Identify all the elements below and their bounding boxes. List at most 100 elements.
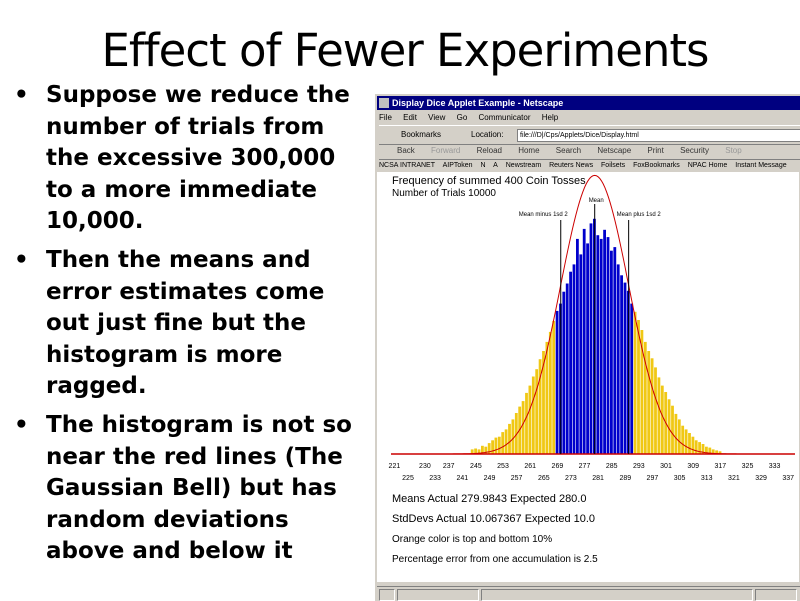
x-tick-label: 241 <box>456 475 468 482</box>
histogram-bar <box>637 320 640 454</box>
histogram-bar <box>705 446 708 454</box>
x-tick-label: 230 <box>419 463 431 470</box>
histogram-bar <box>708 447 712 454</box>
histogram-bar <box>681 425 685 454</box>
histogram-bar <box>684 429 688 454</box>
x-tick-label: 261 <box>524 463 536 470</box>
histogram-bar <box>528 385 532 454</box>
histogram-bar <box>501 432 505 454</box>
bullet-dot-icon: • <box>14 246 29 273</box>
histogram-bar <box>623 282 627 454</box>
histogram-bar <box>650 358 654 454</box>
menu-help[interactable]: Help <box>541 113 559 122</box>
menu-edit[interactable]: Edit <box>403 113 417 122</box>
histogram-bar <box>718 451 722 454</box>
histogram-bar <box>711 449 715 454</box>
bullet-item: • Then the means and error estimates come… <box>14 245 369 403</box>
histogram-bar <box>487 443 491 454</box>
x-tick-label: 237 <box>443 463 455 470</box>
color-note: Orange color is top and bottom 10% <box>392 534 552 545</box>
histogram-bar <box>491 440 494 454</box>
browser-title: Display Dice Applet Example - Netscape <box>392 98 564 108</box>
histogram-bar <box>616 264 620 454</box>
component-bar[interactable] <box>755 589 797 601</box>
personal-link[interactable]: Foilsets <box>601 162 626 169</box>
stddev-line: StdDevs Actual 10.067367 Expected 10.0 <box>392 513 595 525</box>
progress-cell <box>397 589 479 601</box>
bookmarks-button[interactable]: Bookmarks <box>401 130 442 139</box>
x-tick-label: 337 <box>782 475 794 482</box>
page-content: Frequency of summed 400 Coin Tosses Numb… <box>377 172 799 582</box>
netscape-button[interactable]: Netscape <box>597 146 632 155</box>
url-input[interactable]: file:///D|/Cps/Applets/Dice/Display.html <box>517 129 800 142</box>
histogram-bar <box>715 450 718 454</box>
chart-title: Frequency of summed 400 Coin Tosses <box>392 175 586 187</box>
histogram-bar <box>674 413 678 454</box>
histogram-bar <box>694 440 698 454</box>
histogram-bar <box>620 275 623 454</box>
bullet-text: Suppose we reduce the number of trials f… <box>46 82 350 235</box>
status-bar <box>377 586 800 601</box>
personal-link[interactable]: FoxBookmarks <box>633 162 680 169</box>
histogram-bar <box>545 341 549 454</box>
histogram-bar <box>691 436 695 454</box>
personal-link[interactable]: A <box>493 162 498 169</box>
histogram-bar <box>671 405 674 454</box>
search-button[interactable]: Search <box>555 146 582 155</box>
histogram-bar <box>610 250 613 454</box>
histogram-bar <box>576 238 579 454</box>
histogram-bar <box>548 331 552 454</box>
histogram-bar <box>552 320 556 454</box>
bullet-dot-icon: • <box>14 411 29 438</box>
histogram-bar <box>582 228 586 454</box>
x-tick-label: 277 <box>579 463 591 470</box>
personal-link[interactable]: N <box>480 162 486 169</box>
security-button[interactable]: Security <box>680 146 709 155</box>
mean-label: Mean <box>589 198 604 204</box>
menu-file[interactable]: File <box>379 113 392 122</box>
histogram-bar <box>494 437 498 454</box>
browser-title-bar[interactable]: Display Dice Applet Example - Netscape <box>377 96 800 110</box>
mean-minus-label: Mean minus 1sd 2 <box>519 212 569 218</box>
menu-view[interactable]: View <box>428 113 446 122</box>
print-button[interactable]: Print <box>647 146 664 155</box>
histogram-bar <box>589 223 593 454</box>
histogram-bar <box>504 429 508 454</box>
histogram-bar <box>470 449 474 454</box>
home-button[interactable]: Home <box>518 146 540 155</box>
histogram-bar <box>596 235 600 454</box>
forward-button[interactable]: Forward <box>431 146 461 155</box>
histogram-bar <box>606 237 610 454</box>
histogram-bar <box>660 385 664 454</box>
back-button[interactable]: Back <box>397 146 415 155</box>
status-text-cell <box>481 589 753 601</box>
reload-button[interactable]: Reload <box>476 146 502 155</box>
histogram-bar <box>565 283 569 454</box>
menu-go[interactable]: Go <box>456 113 468 122</box>
histogram-bar <box>521 401 525 454</box>
histogram-bar <box>579 254 583 454</box>
histogram-bar <box>572 264 576 454</box>
location-label: Location: <box>471 130 504 139</box>
stop-button[interactable]: Stop <box>725 146 742 155</box>
x-tick-label: 309 <box>687 463 699 470</box>
means-line: Means Actual 279.9843 Expected 280.0 <box>392 493 586 505</box>
x-tick-label: 317 <box>714 463 726 470</box>
personal-link[interactable]: NCSA INTRANET <box>379 162 436 169</box>
bullet-list: • Suppose we reduce the number of trials … <box>14 80 369 575</box>
personal-link[interactable]: Reuters News <box>549 162 594 169</box>
menu-communicator[interactable]: Communicator <box>478 113 531 122</box>
navigation-toolbar: Back Forward Reload Home Search Netscape… <box>379 144 800 158</box>
histogram-bar <box>514 413 518 454</box>
percentage-error-line: Percentage error from one accumulation i… <box>392 554 598 565</box>
personal-link[interactable]: Newstream <box>505 162 542 169</box>
histogram-bar <box>535 369 539 454</box>
personal-link[interactable]: Instant Message <box>735 162 787 169</box>
bullet-dot-icon: • <box>14 82 29 108</box>
x-tick-label: 225 <box>402 475 414 482</box>
bullet-text: The histogram is not so near the red lin… <box>46 411 352 565</box>
personal-link[interactable]: NPAC Home <box>687 162 728 169</box>
security-lock-icon[interactable] <box>379 589 395 601</box>
personal-link[interactable]: AIPToken <box>442 162 473 169</box>
histogram-bar <box>562 291 566 454</box>
